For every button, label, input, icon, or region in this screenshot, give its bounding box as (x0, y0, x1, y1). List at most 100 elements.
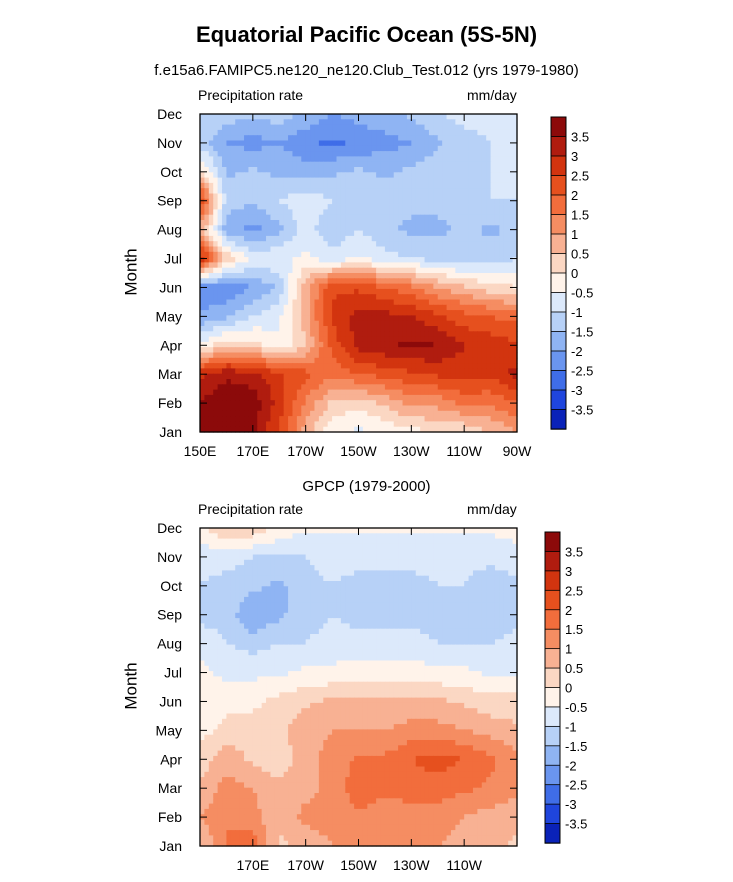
heatmap-cell (266, 140, 272, 147)
heatmap-cell (393, 204, 399, 210)
heatmap-cell (226, 251, 232, 258)
heatmap-cell (494, 167, 500, 173)
heatmap-cell (279, 565, 285, 571)
heatmap-cell (318, 156, 324, 163)
heatmap-cell (200, 188, 205, 195)
heatmap-cell (362, 129, 368, 136)
heatmap-cell (354, 156, 360, 163)
heatmap-cell (332, 565, 338, 571)
heatmap-cell (244, 543, 250, 550)
heatmap-cell (235, 204, 241, 210)
heatmap-cell (415, 145, 421, 152)
heatmap-cell (310, 204, 316, 210)
heatmap-cell (296, 135, 302, 142)
heatmap-cell (274, 140, 280, 147)
heatmap-cell (389, 528, 395, 534)
heatmap-cell (283, 533, 289, 540)
heatmap-cell (384, 124, 390, 131)
heatmap-cell (415, 554, 421, 561)
heatmap-cell (442, 565, 448, 571)
heatmap-cell (494, 533, 500, 540)
heatmap-cell (270, 251, 276, 258)
heatmap-cell (376, 119, 382, 126)
heatmap-cell (508, 225, 514, 232)
heatmap-cell (349, 543, 355, 550)
heatmap-cell (420, 549, 426, 556)
heatmap-cell (477, 119, 483, 126)
heatmap-cell (318, 209, 324, 216)
heatmap-cell (327, 565, 333, 571)
heatmap-cell (362, 198, 368, 205)
heatmap-cell (288, 220, 294, 226)
heatmap-cell (200, 151, 205, 157)
heatmap-cell (310, 124, 316, 131)
heatmap-cell (393, 554, 399, 561)
heatmap-cell (389, 129, 395, 136)
heatmap-cell (349, 145, 355, 152)
heatmap-cell (252, 114, 258, 120)
heatmap-cell (512, 140, 518, 147)
heatmap-cell (376, 209, 382, 216)
heatmap-cell (490, 151, 496, 157)
heatmap-cell (349, 182, 355, 189)
heatmap-cell (208, 182, 214, 189)
heatmap-cell (208, 135, 214, 142)
heatmap-cell (420, 124, 426, 131)
heatmap-cell (310, 193, 316, 200)
heatmap-cell (318, 167, 324, 173)
heatmap-cell (332, 549, 338, 556)
heatmap-cell (512, 167, 518, 173)
heatmap-cell (358, 246, 364, 253)
heatmap-cell (433, 246, 439, 253)
heatmap-cell (415, 209, 421, 216)
heatmap-cell (305, 114, 311, 120)
heatmap-cell (261, 559, 267, 566)
heatmap-cell (345, 230, 351, 237)
heatmap-cell (472, 145, 478, 152)
heatmap-cell (244, 559, 250, 566)
heatmap-cell (208, 528, 214, 534)
heatmap-cell (446, 549, 452, 556)
heatmap-cell (310, 241, 316, 248)
heatmap-cell (367, 533, 373, 540)
heatmap-cell (217, 198, 223, 205)
heatmap-cell (450, 543, 456, 550)
heatmap-cell (332, 214, 338, 221)
heatmap-cell (226, 156, 232, 163)
heatmap-cell (512, 124, 518, 131)
heatmap-cell (358, 193, 364, 200)
heatmap-cell (446, 182, 452, 189)
heatmap-cell (446, 209, 452, 216)
panel-1-left-label: Precipitation rate (198, 87, 304, 103)
heatmap-cell (446, 177, 452, 184)
heatmap-cell (310, 559, 316, 566)
heatmap-cell (380, 172, 386, 179)
heatmap-cell (226, 124, 232, 131)
heatmap-cell (345, 528, 351, 534)
heatmap-cell (402, 214, 408, 221)
heatmap-cell (486, 533, 492, 540)
heatmap-cell (424, 172, 430, 179)
heatmap-cell (367, 538, 373, 545)
heatmap-cell (345, 565, 351, 571)
heatmap-cell (442, 177, 448, 184)
heatmap-cell (257, 230, 263, 237)
heatmap-cell (305, 198, 311, 205)
heatmap-cell (367, 172, 373, 179)
heatmap-cell (252, 151, 258, 157)
panel-2-subtitle: GPCP (1979-2000) (302, 478, 431, 495)
heatmap-cell (508, 129, 514, 136)
heatmap-cell (283, 156, 289, 163)
heatmap-cell (442, 209, 448, 216)
heatmap-cell (494, 538, 500, 545)
heatmap-cell (200, 209, 205, 216)
heatmap-cell (266, 241, 272, 248)
heatmap-cell (490, 230, 496, 237)
heatmap-cell (508, 246, 514, 253)
heatmap-cell (512, 198, 518, 205)
heatmap-cell (292, 114, 298, 120)
heatmap-cell (411, 559, 417, 566)
heatmap-cell (230, 209, 236, 216)
heatmap-cell (415, 543, 421, 550)
heatmap-cell (292, 251, 298, 258)
